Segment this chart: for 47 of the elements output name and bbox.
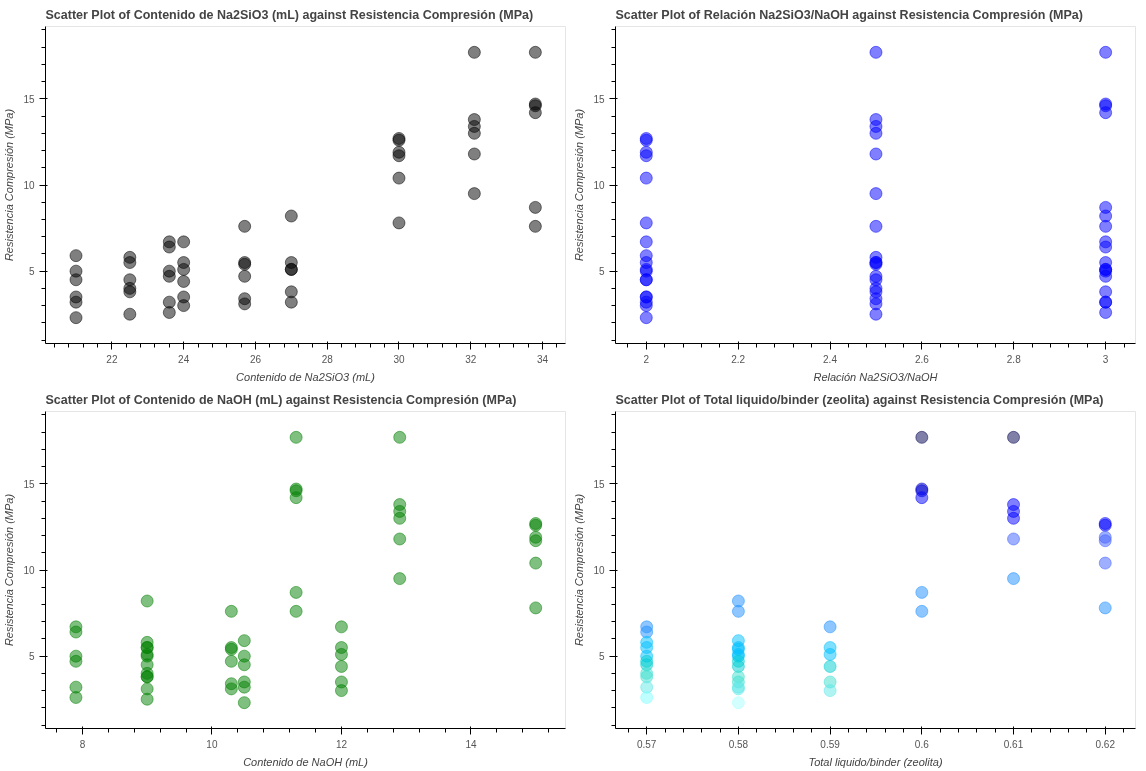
y-tick-label: 5 <box>598 266 605 278</box>
x-tick-label: 0.61 <box>1003 738 1024 750</box>
y-tick-label: 15 <box>593 93 605 105</box>
x-tick-label: 2.4 <box>823 353 838 365</box>
chart-title: Scatter Plot of Contenido de NaOH (mL) against Resistencia Compresión (MPa) <box>45 392 517 407</box>
y-tick-label: 15 <box>593 478 605 490</box>
y-tick-label: 5 <box>598 651 605 663</box>
x-tick-label: 34 <box>536 353 549 365</box>
y-tick-label: 10 <box>23 565 35 576</box>
x-tick-label: 8 <box>79 738 86 750</box>
x-tick-label: 22 <box>106 353 118 365</box>
y-tick-label: 5 <box>28 651 35 663</box>
x-tick-label: 30 <box>393 353 405 365</box>
x-tick-label: 26 <box>249 353 262 365</box>
y-tick-label: 15 <box>23 478 35 490</box>
y-tick-label: 10 <box>593 565 605 576</box>
x-tick-label: 2.8 <box>1006 353 1022 365</box>
x-axis-title: Total liquido/binder (zeolita) <box>808 755 943 768</box>
y-axis-title: Resistencia Compresión (MPa) <box>3 108 16 262</box>
y-axis-title: Resistencia Compresión (MPa) <box>573 108 586 262</box>
y-axis-title: Resistencia Compresión (MPa) <box>573 493 586 647</box>
x-axis-title: Relación Na2SiO3/NaOH <box>813 370 938 383</box>
x-tick-label: 0.57 <box>636 738 657 750</box>
x-tick-label: 10 <box>206 738 218 750</box>
y-tick-label: 10 <box>23 180 35 191</box>
y-tick-label: 5 <box>28 266 35 278</box>
chart-title: Scatter Plot of Relación Na2SiO3/NaOH against Resistencia Compresión (MPa) <box>615 7 1083 22</box>
x-tick-label: 14 <box>465 738 477 750</box>
x-axis-title: Contenido de NaOH (mL) <box>243 755 369 768</box>
x-tick-label: 3 <box>1102 353 1109 365</box>
x-tick-label: 24 <box>178 353 190 365</box>
chart-title: Scatter Plot of Total liquido/binder (zeolita) against Resistencia Compresión (MPa) <box>615 392 1104 407</box>
x-tick-label: 28 <box>321 353 334 365</box>
x-tick-label: 12 <box>335 738 348 750</box>
y-axis-title: Resistencia Compresión (MPa) <box>3 493 16 647</box>
chart-title: Scatter Plot of Contenido de Na2SiO3 (mL) against Resistencia Compresión (MPa) <box>45 7 534 22</box>
x-axis-title: Contenido de Na2SiO3 (mL) <box>236 370 376 383</box>
y-tick-label: 15 <box>23 93 35 105</box>
x-tick-label: 32 <box>465 353 477 365</box>
y-tick-label: 10 <box>593 180 605 191</box>
x-tick-label: 2.6 <box>914 353 930 365</box>
x-tick-label: 0.6 <box>914 738 930 750</box>
x-tick-label: 0.58 <box>728 738 749 750</box>
x-tick-label: 0.59 <box>820 738 841 750</box>
x-tick-label: 2 <box>643 353 650 365</box>
x-tick-label: 2.2 <box>731 353 746 365</box>
x-tick-label: 0.62 <box>1095 738 1116 750</box>
